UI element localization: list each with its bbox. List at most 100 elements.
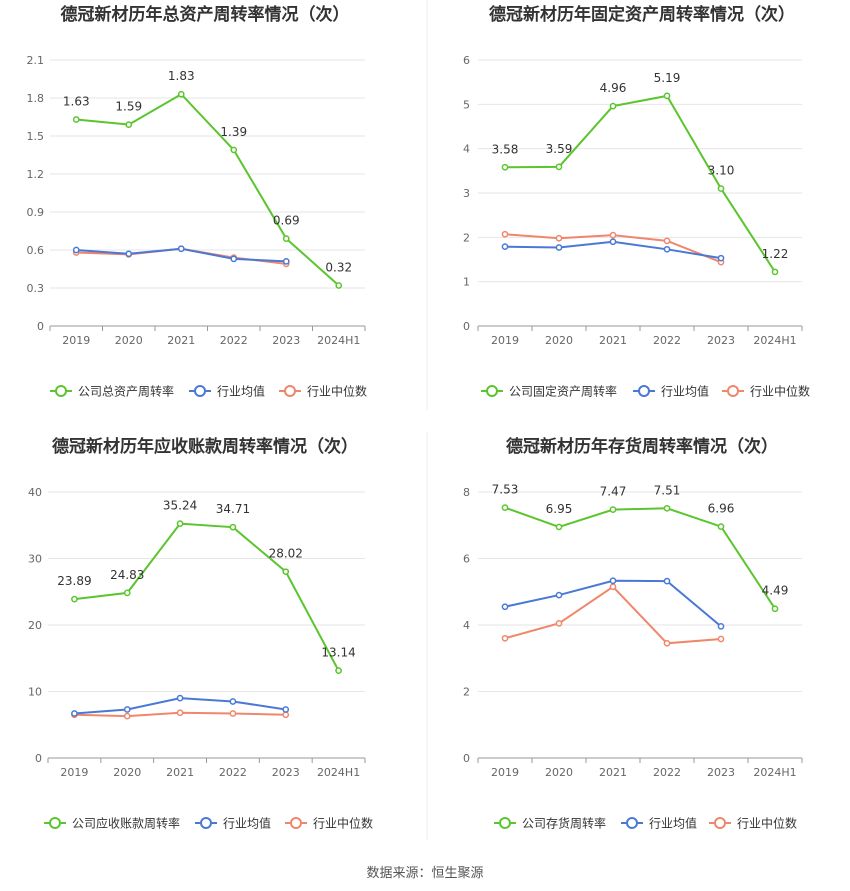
y-tick-label: 4 <box>463 143 470 156</box>
data-point-company <box>771 605 779 613</box>
data-label: 4.96 <box>600 81 627 95</box>
series-line-company <box>504 94 776 273</box>
legend-label-company: 公司总资产周转率 <box>78 384 174 399</box>
data-point-company <box>282 568 290 576</box>
data-point-company <box>177 90 185 98</box>
legend-label-avg: 行业均值 <box>661 384 709 399</box>
y-tick-label: 40 <box>28 486 42 499</box>
data-label: 6.95 <box>546 502 573 516</box>
data-point-company <box>663 504 671 512</box>
data-point-company <box>501 504 509 511</box>
legend-label-avg: 行业均值 <box>649 816 697 831</box>
legend-label-avg: 行业均值 <box>223 816 271 831</box>
data-point-avg <box>230 255 238 263</box>
data-label: 23.89 <box>57 574 91 588</box>
y-tick-label: 3 <box>463 187 470 200</box>
data-label: 24.83 <box>110 568 144 582</box>
x-tick-label: 2024H1 <box>753 334 796 347</box>
data-point-avg <box>555 244 563 251</box>
legend-marker-company <box>49 817 61 829</box>
data-point-avg <box>123 706 131 713</box>
legend-marker-median <box>284 385 296 397</box>
legend-marker-median <box>727 385 739 397</box>
data-point-avg <box>229 698 237 705</box>
x-tick-label: 2023 <box>272 766 300 779</box>
data-point-median <box>282 711 290 719</box>
legend-label-median: 行业中位数 <box>307 384 367 399</box>
data-point-avg <box>501 243 509 250</box>
legend-marker-avg <box>200 817 212 829</box>
data-label: 0.32 <box>325 260 352 274</box>
x-tick-label: 2020 <box>545 334 573 347</box>
y-tick-label: 30 <box>28 553 42 566</box>
data-point-avg <box>72 246 80 254</box>
x-tick-label: 2021 <box>167 334 195 347</box>
y-tick-label: 0.9 <box>27 206 45 219</box>
y-tick-label: 20 <box>28 619 42 632</box>
data-label: 28.02 <box>269 547 303 561</box>
data-label: 7.51 <box>654 483 681 497</box>
legend-label-avg: 行业均值 <box>217 384 265 399</box>
x-tick-label: 2020 <box>115 334 143 347</box>
data-source-label: 数据来源：恒生聚源 <box>366 866 484 881</box>
data-label: 1.22 <box>762 247 789 261</box>
legend-label-median: 行业中位数 <box>750 384 810 399</box>
data-point-avg <box>125 250 133 258</box>
data-label: 1.83 <box>168 69 195 83</box>
data-point-median <box>609 231 617 239</box>
data-label: 34.71 <box>216 502 250 516</box>
y-tick-label: 0 <box>35 752 42 765</box>
data-point-company <box>229 523 237 531</box>
x-tick-label: 2023 <box>707 766 735 779</box>
chart-1: 德冠新材历年总资产周转率情况（次） 0 0.3 0.6 0.9 1.2 1.5 1.8 2.1 2… <box>27 4 368 399</box>
y-tick-label: 0 <box>463 320 470 333</box>
data-point-avg <box>501 603 509 611</box>
y-tick-label: 8 <box>463 486 470 499</box>
data-label: 4.49 <box>762 584 789 598</box>
x-tick-label: 2020 <box>545 766 573 779</box>
legend-label-company: 公司存货周转率 <box>522 816 606 831</box>
data-point-company <box>663 92 671 100</box>
data-point-company <box>717 523 725 530</box>
data-point-avg <box>177 245 185 253</box>
legend-marker-company <box>55 385 67 397</box>
data-label: 0.69 <box>273 214 300 228</box>
legend-marker-median <box>290 817 302 829</box>
data-point-company <box>771 268 779 276</box>
chart-title: 德冠新材历年存货周转率情况（次） <box>506 436 778 457</box>
x-tick-label: 2022 <box>219 766 247 779</box>
data-point-avg <box>717 254 725 262</box>
data-point-avg <box>663 245 671 253</box>
x-tick-label: 2021 <box>599 766 627 779</box>
data-point-median <box>501 634 509 642</box>
x-tick-label: 2022 <box>220 334 248 347</box>
series-line-company <box>74 522 340 672</box>
x-tick-label: 2020 <box>113 766 141 779</box>
data-label: 1.39 <box>220 125 247 139</box>
y-tick-label: 0 <box>37 320 44 333</box>
y-tick-label: 0.6 <box>27 244 45 257</box>
x-tick-label: 2019 <box>491 766 519 779</box>
y-tick-label: 6 <box>463 54 470 67</box>
data-point-median <box>663 639 671 647</box>
legend-label-company: 公司应收账款周转率 <box>72 816 180 831</box>
data-point-median <box>229 710 237 717</box>
legend-label-median: 行业中位数 <box>313 816 373 831</box>
x-tick-label: 2019 <box>62 334 90 347</box>
data-point-avg <box>609 577 617 585</box>
data-label: 6.96 <box>708 502 735 516</box>
y-tick-label: 1 <box>463 276 470 289</box>
data-point-company <box>555 163 563 171</box>
legend-marker-avg <box>194 385 206 397</box>
y-tick-label: 0.3 <box>27 282 45 295</box>
legend-marker-avg <box>638 385 650 397</box>
legend-marker-avg <box>626 817 638 829</box>
y-tick-label: 0 <box>463 752 470 765</box>
series-line-company <box>76 92 340 287</box>
data-label: 3.10 <box>708 164 735 178</box>
data-point-avg <box>176 694 184 702</box>
x-tick-label: 2022 <box>653 334 681 347</box>
data-point-median <box>555 234 563 242</box>
y-tick-label: 2.1 <box>27 54 45 67</box>
